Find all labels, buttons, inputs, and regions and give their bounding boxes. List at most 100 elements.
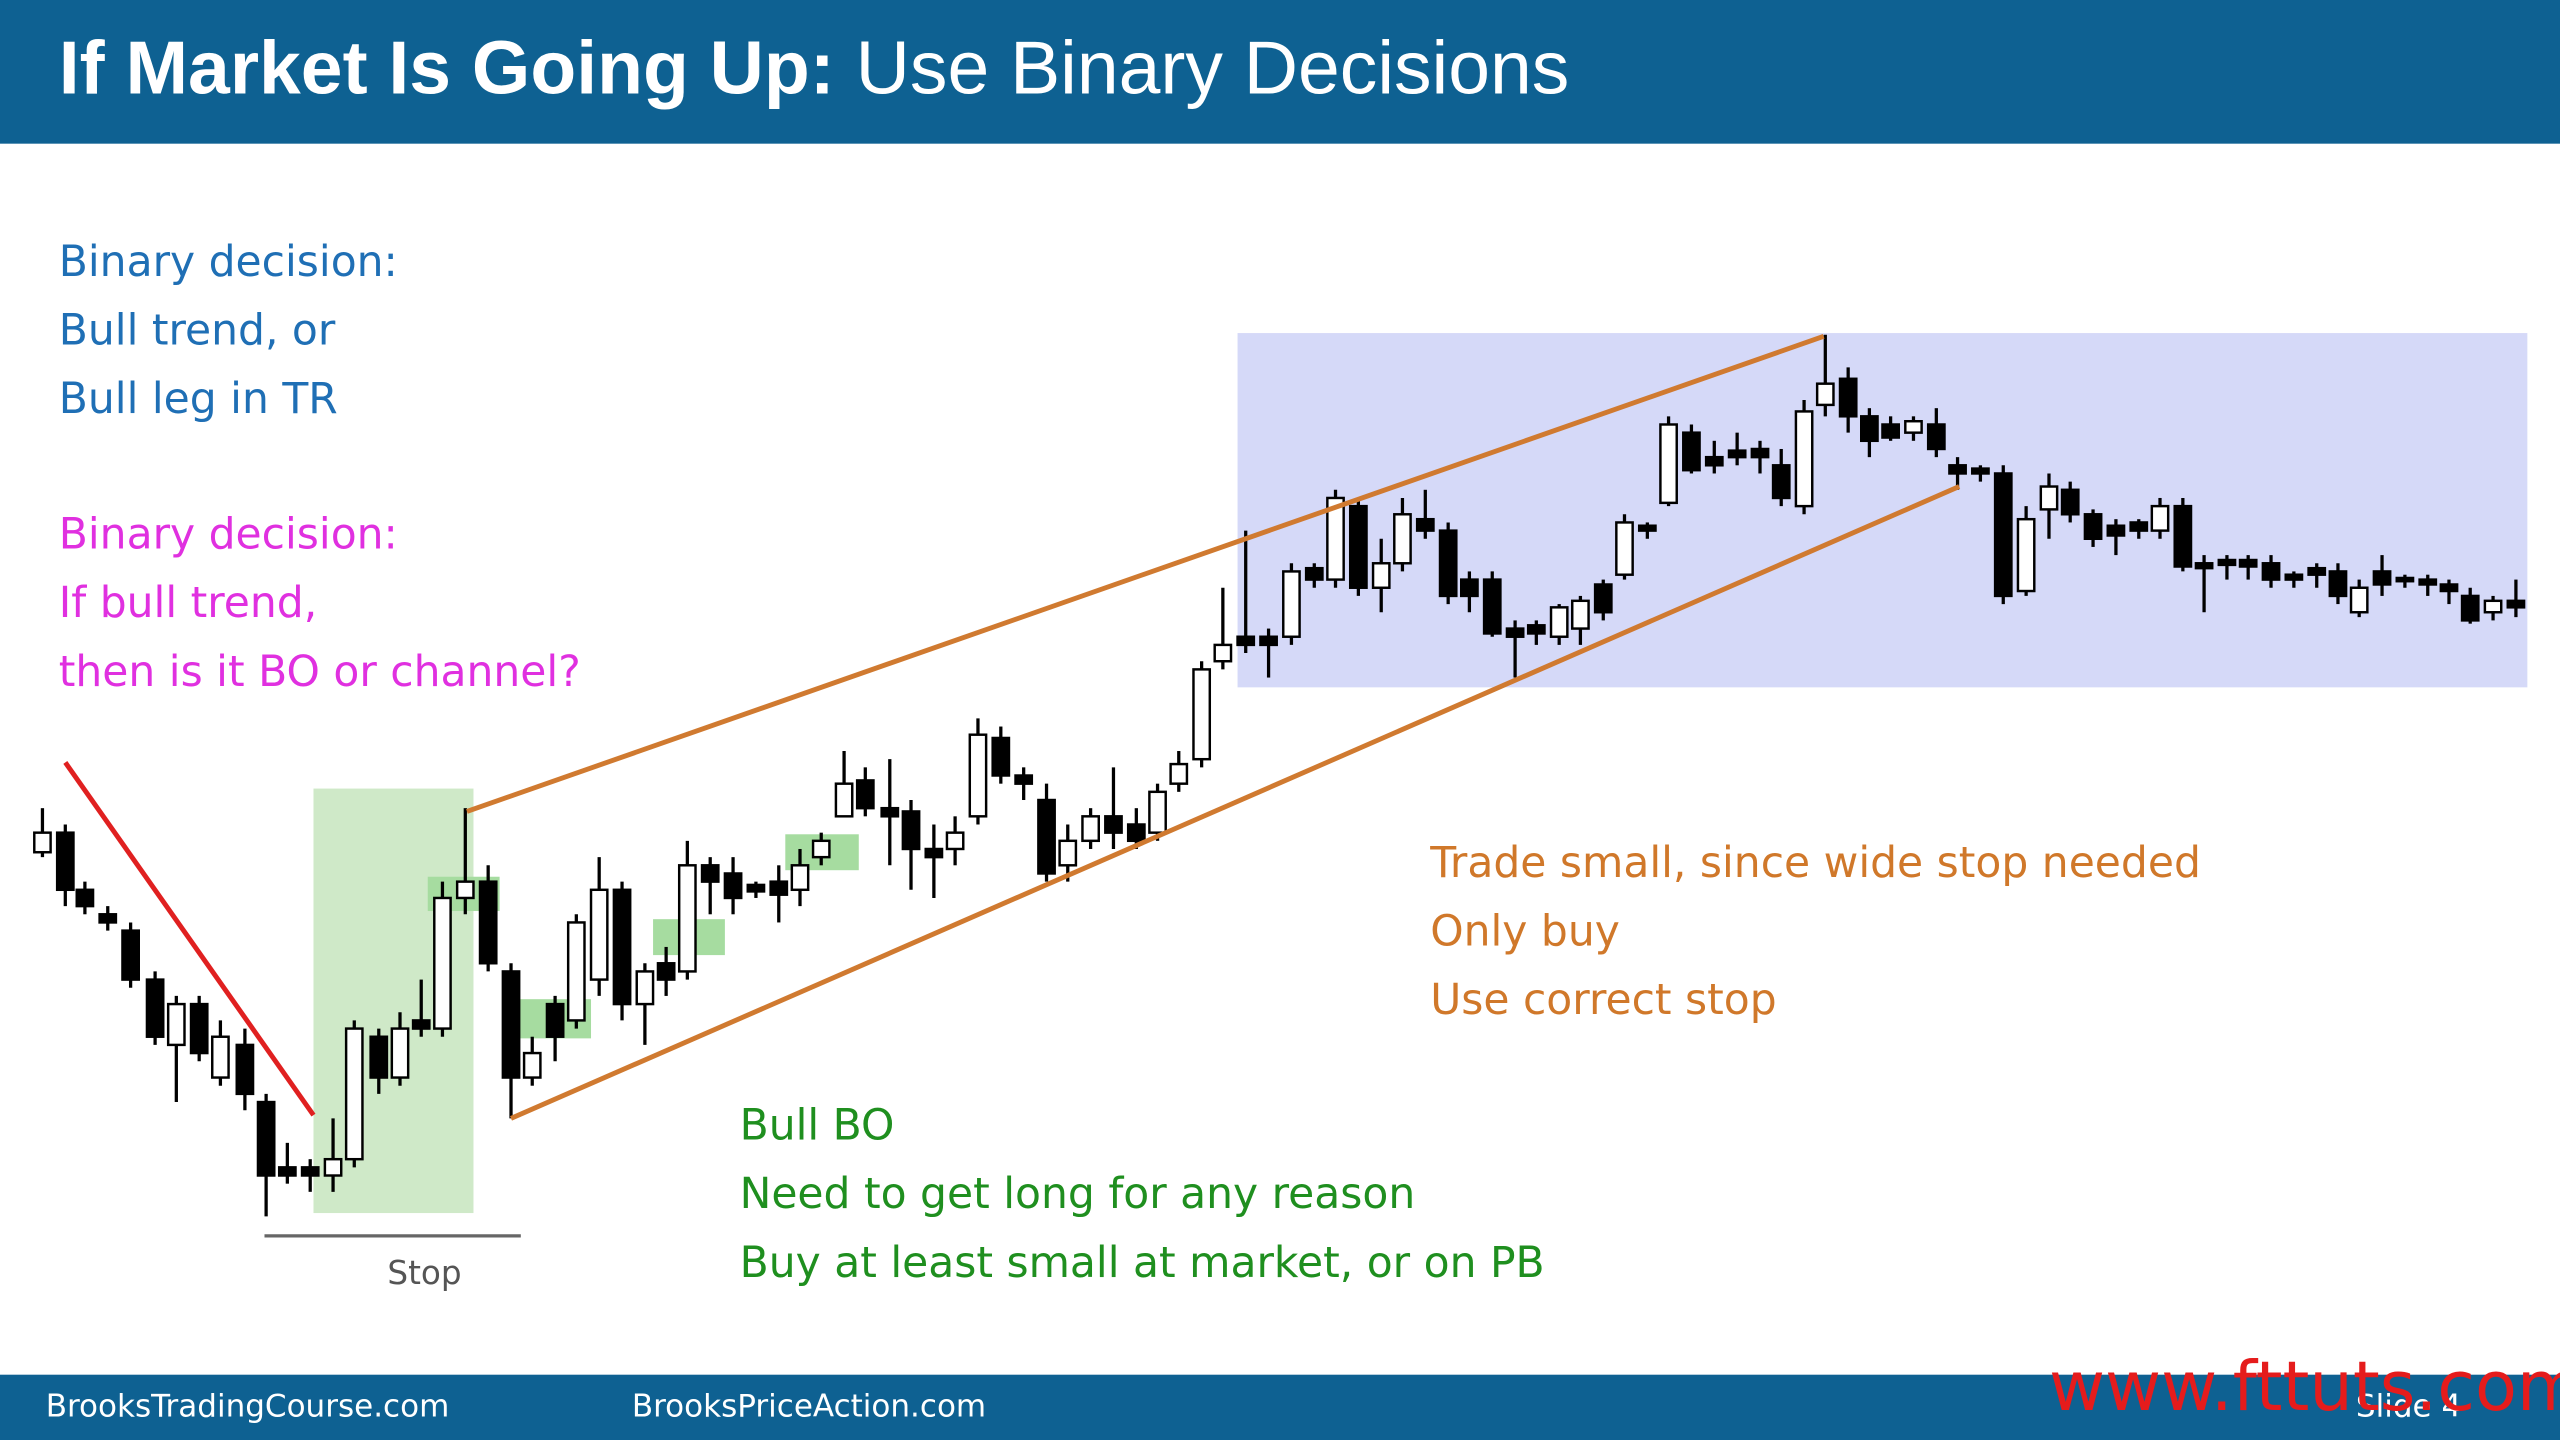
- candle-body: [455, 880, 475, 900]
- orange-notes: Trade small, since wide stop needed Only…: [1429, 839, 2201, 1025]
- note-line: Need to get long for any reason: [740, 1170, 1416, 1219]
- candle-body: [2418, 578, 2438, 586]
- note-line: Buy at least small at market, or on PB: [740, 1239, 1545, 1288]
- candle-body: [880, 806, 900, 818]
- candle-body: [1304, 566, 1324, 581]
- candle-body: [1659, 423, 1678, 505]
- candle-body: [2083, 513, 2103, 540]
- range-box: [1237, 333, 2528, 688]
- candle-body: [1460, 578, 1479, 598]
- candle-body: [2129, 521, 2149, 532]
- candle-body: [1081, 815, 1100, 843]
- candles: [33, 334, 2526, 1217]
- note-line: then is it BO or channel?: [59, 648, 581, 697]
- candle-body: [1014, 774, 1034, 785]
- candle-body: [433, 896, 452, 1030]
- candle-body: [2217, 558, 2237, 567]
- candle-body: [1881, 423, 1900, 439]
- candle-body: [2460, 594, 2480, 622]
- candle-body: [811, 839, 831, 859]
- candle-body: [2506, 599, 2526, 609]
- stop-label: Stop: [387, 1254, 461, 1292]
- candle-body: [1058, 839, 1078, 867]
- candle-body: [1948, 464, 1967, 475]
- footer-left: BrooksTradingCourse.com: [46, 1388, 450, 1424]
- candle-body: [1815, 382, 1835, 407]
- candle-body: [723, 872, 743, 900]
- candle-body: [2150, 504, 2170, 532]
- candle-body: [1104, 815, 1123, 834]
- footer-middle: BrooksPriceAction.com: [632, 1388, 986, 1424]
- candle-body: [522, 1051, 542, 1079]
- candle-body: [344, 1027, 364, 1161]
- title: If Market Is Going Up: Use Binary Decisi…: [59, 25, 1570, 109]
- candle-body: [2173, 504, 2193, 568]
- channel-bottom: [510, 484, 1961, 1121]
- candle-body: [390, 1027, 410, 1079]
- candle-body: [2307, 566, 2327, 576]
- candle-body: [121, 929, 140, 981]
- candle-body: [1169, 762, 1189, 785]
- candle-body: [1682, 431, 1701, 472]
- candle-body: [2439, 583, 2459, 593]
- header-bar: [0, 0, 2560, 144]
- candle-body: [1838, 377, 1858, 418]
- green-notes: Bull BO Need to get long for any reason …: [740, 1102, 1545, 1288]
- channel-top: [466, 334, 1825, 814]
- candle-body: [1236, 635, 1256, 647]
- candle-body: [277, 1166, 297, 1177]
- candle-body: [55, 831, 75, 892]
- candle-body: [145, 978, 165, 1038]
- candle-body: [769, 880, 789, 896]
- candle-body: [1415, 517, 1435, 532]
- candle-body: [2261, 562, 2281, 581]
- candle-body: [2238, 558, 2258, 568]
- candle-body: [98, 913, 118, 924]
- candle-body: [855, 779, 875, 810]
- candle-body: [1727, 449, 1747, 459]
- note-line: Bull leg in TR: [59, 375, 338, 424]
- candle-body: [501, 970, 521, 1079]
- candle-body: [1971, 467, 1990, 475]
- blue-notes: Binary decision: Bull trend, or Bull leg…: [59, 238, 398, 424]
- candle-body: [566, 921, 586, 1022]
- candle-body: [369, 1035, 389, 1079]
- candle-body: [656, 962, 676, 981]
- candle-body: [1904, 420, 1923, 434]
- candle-body: [2328, 570, 2348, 598]
- candle-body: [1393, 513, 1412, 565]
- candle-body: [256, 1100, 276, 1177]
- candle-body: [323, 1157, 343, 1177]
- watermark: www.fttuts.com: [2049, 1347, 2560, 1427]
- candle-body: [677, 864, 697, 973]
- candle-body: [746, 883, 766, 893]
- candle-body: [1704, 455, 1724, 467]
- candle-body: [991, 736, 1011, 777]
- trend-line: [63, 761, 316, 1117]
- candle-body: [635, 970, 655, 1006]
- candle-body: [1615, 521, 1634, 576]
- candle-body: [211, 1035, 230, 1079]
- candle-body: [1549, 606, 1569, 638]
- candle-body: [1505, 627, 1525, 638]
- candle-body: [924, 847, 944, 859]
- candle-body: [1192, 668, 1212, 761]
- footer-bar: [0, 1374, 2560, 1440]
- candle-body: [1037, 798, 1056, 875]
- candle-body: [2039, 485, 2059, 511]
- candle-body: [1993, 472, 2013, 598]
- candle-body: [2483, 599, 2503, 614]
- candle-body: [75, 888, 95, 908]
- candle-body: [545, 1002, 565, 1038]
- candle-body: [2349, 586, 2369, 614]
- title-rest: Use Binary Decisions: [856, 25, 1570, 109]
- candle-body: [1282, 570, 1301, 638]
- candle-body: [2395, 576, 2415, 583]
- candle-body: [411, 1019, 431, 1030]
- candle-body: [1593, 583, 1613, 614]
- candle-body: [1371, 562, 1391, 589]
- candle-body: [1438, 529, 1458, 598]
- candle-body: [1126, 823, 1146, 843]
- candle-body: [1326, 496, 1345, 581]
